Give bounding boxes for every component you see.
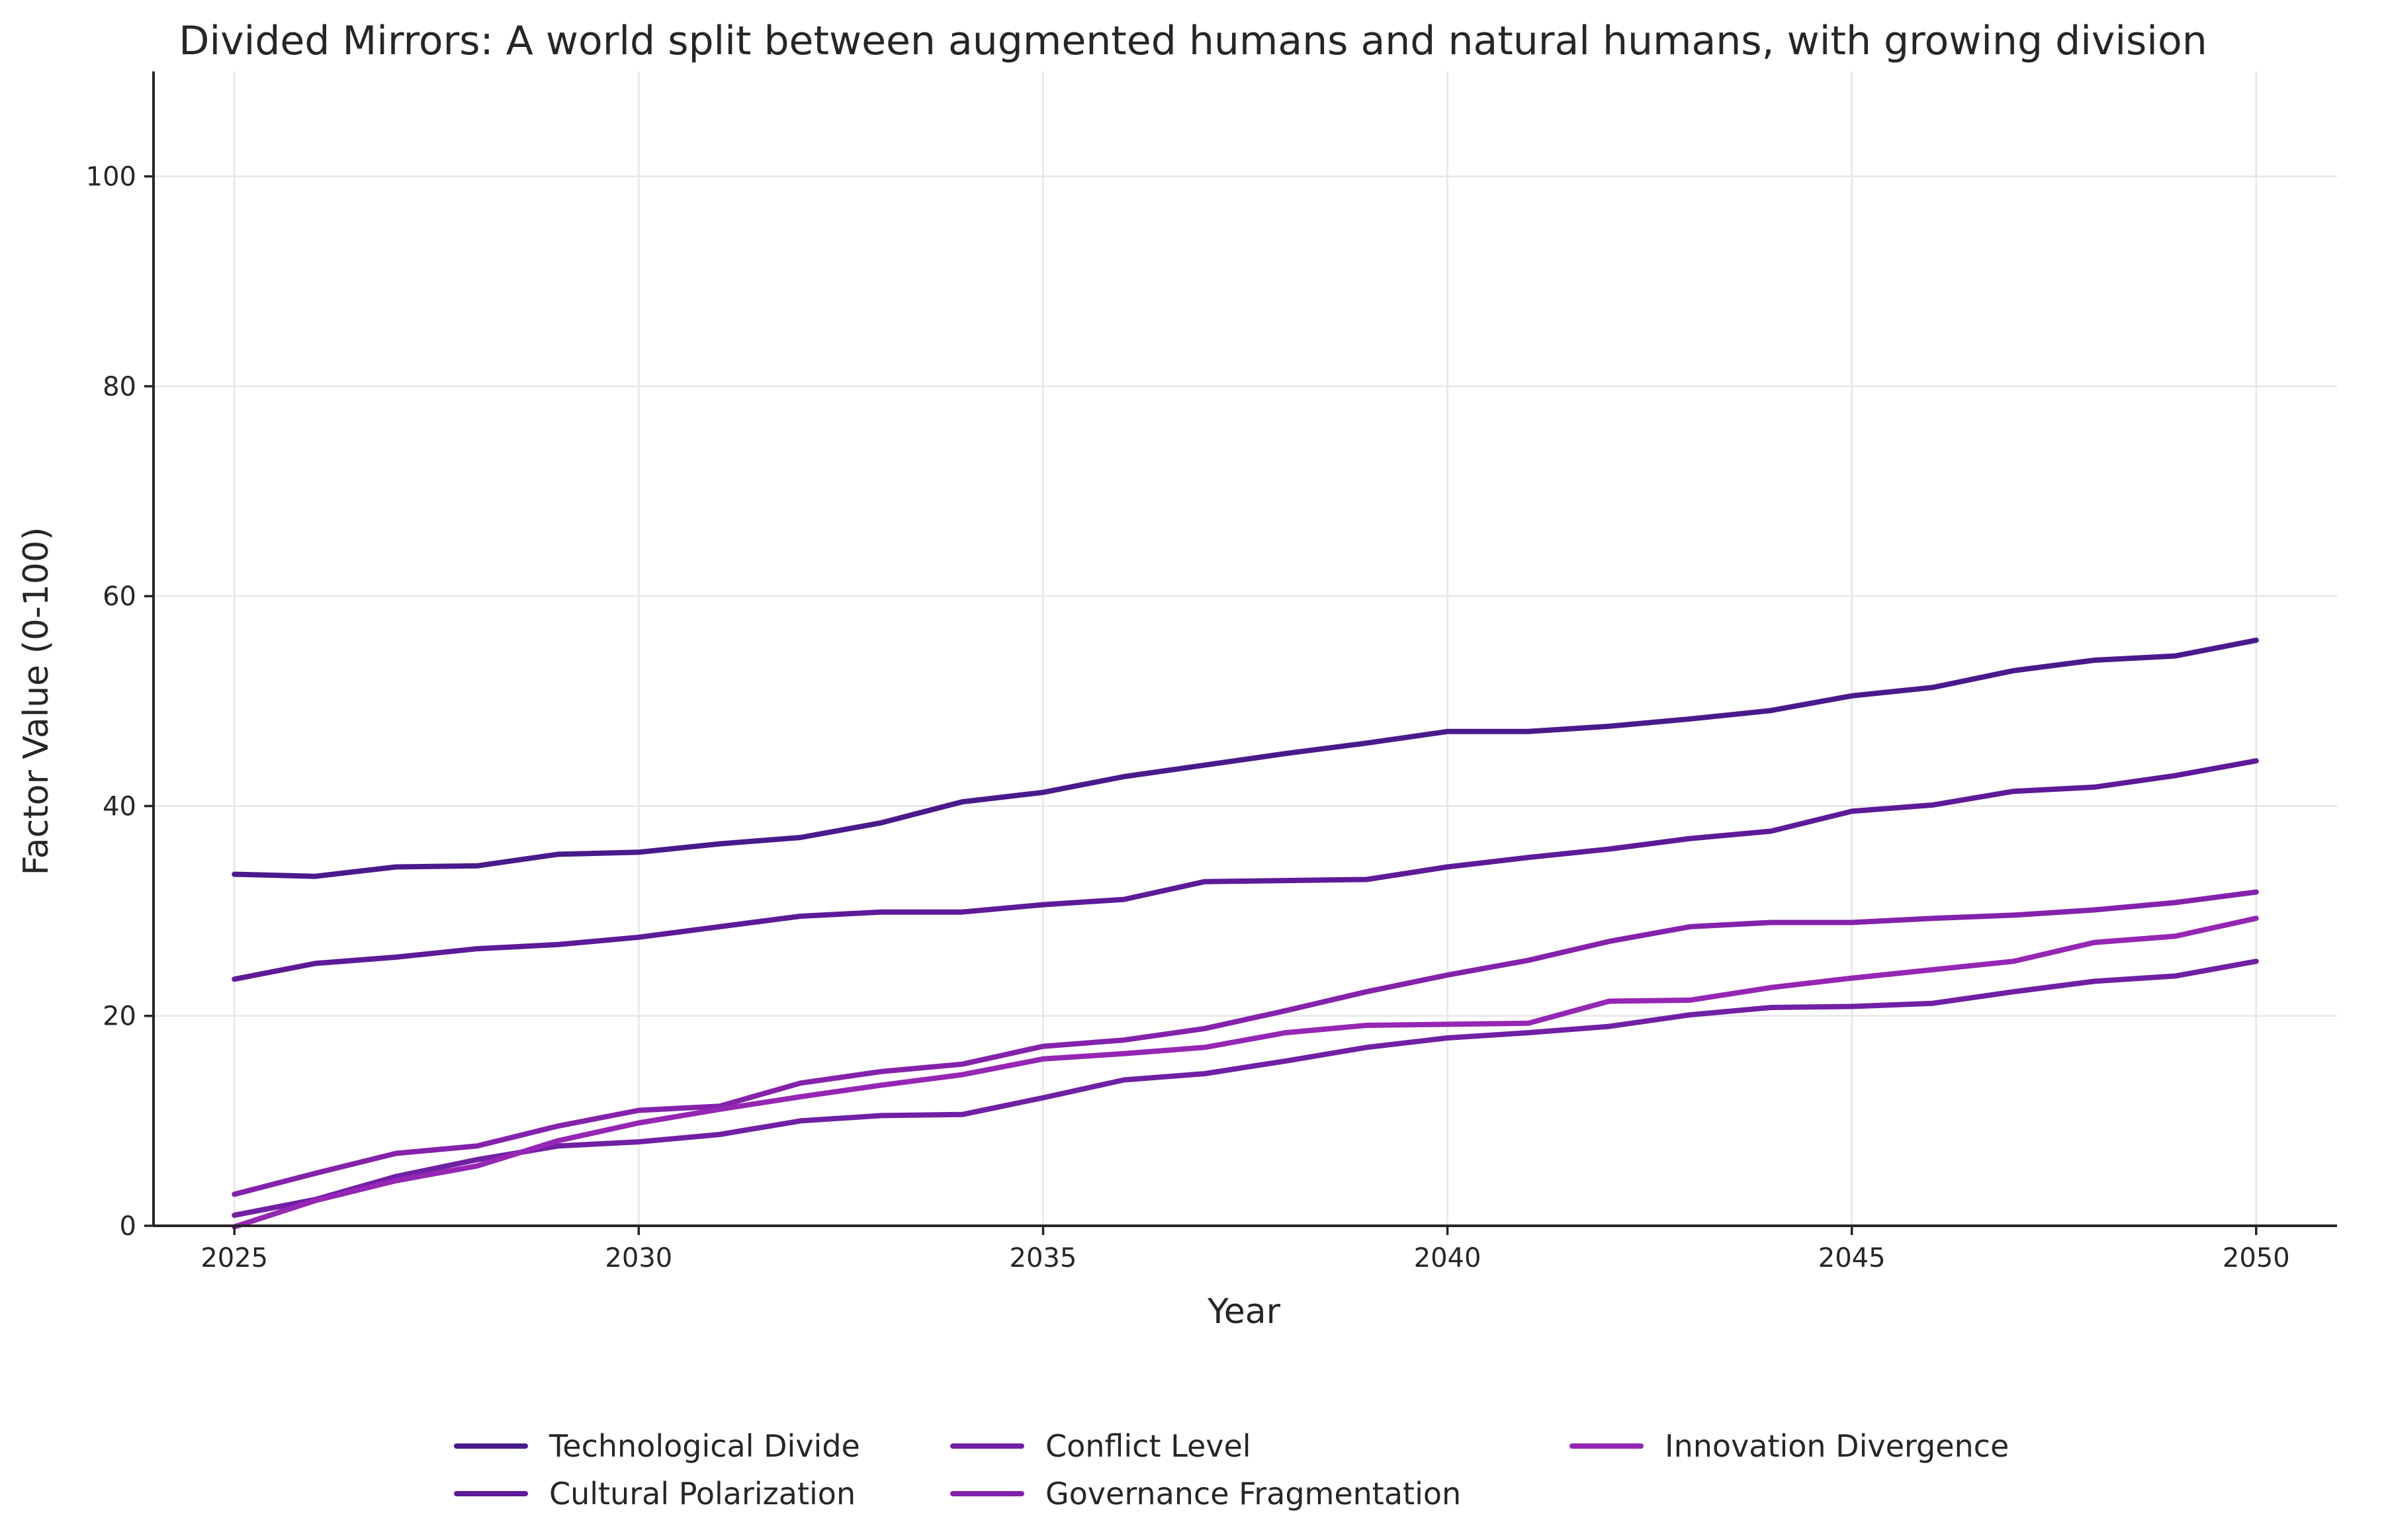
- x-axis-ticks: 2025 2030 2035 2040 2045 2050: [200, 1226, 2290, 1273]
- legend-item-innovation-divergence: Innovation Divergence: [1569, 1428, 2009, 1464]
- legend-item-governance-fragmentation: Governance Fragmentation: [950, 1476, 1461, 1512]
- y-tick-label: 40: [103, 791, 136, 822]
- chart-title: Divided Mirrors: A world split between a…: [179, 18, 2207, 64]
- y-axis-ticks: 0 20 40 60 80 100: [86, 162, 154, 1242]
- y-tick-label: 20: [103, 1002, 136, 1032]
- y-tick-label: 60: [103, 581, 136, 612]
- x-tick-label: 2050: [2223, 1243, 2290, 1273]
- legend-label: Conflict Level: [1045, 1428, 1251, 1464]
- y-tick-label: 0: [120, 1211, 136, 1242]
- series-lines: [232, 637, 2259, 1230]
- x-tick-label: 2030: [605, 1243, 672, 1273]
- series-line-governance-fragmentation: [232, 889, 2259, 1197]
- axes: [152, 71, 2337, 1227]
- legend: Technological Divide Cultural Polarizatio…: [454, 1428, 2009, 1512]
- x-tick-label: 2025: [200, 1243, 268, 1273]
- legend-label: Cultural Polarization: [549, 1476, 856, 1512]
- x-tick-label: 2040: [1414, 1243, 1481, 1273]
- gridlines: [154, 71, 2337, 1227]
- x-tick-label: 2045: [1818, 1243, 1886, 1273]
- legend-item-conflict-level: Conflict Level: [950, 1428, 1251, 1464]
- series-line-cultural-polarization: [232, 758, 2259, 982]
- series-line-conflict-level: [232, 959, 2259, 1219]
- y-axis-label: Factor Value (0-100): [17, 527, 56, 876]
- x-tick-label: 2035: [1010, 1243, 1077, 1273]
- y-tick-label: 100: [86, 162, 136, 192]
- legend-item-technological-divide: Technological Divide: [454, 1428, 860, 1464]
- y-tick-label: 80: [103, 372, 136, 402]
- series-line-technological-divide: [232, 637, 2259, 879]
- x-axis-label: Year: [1207, 1292, 1281, 1332]
- legend-label: Technological Divide: [549, 1428, 860, 1464]
- legend-label: Innovation Divergence: [1665, 1428, 2009, 1464]
- legend-item-cultural-polarization: Cultural Polarization: [454, 1476, 856, 1512]
- legend-label: Governance Fragmentation: [1045, 1476, 1461, 1512]
- series-line-innovation-divergence: [232, 916, 2259, 1230]
